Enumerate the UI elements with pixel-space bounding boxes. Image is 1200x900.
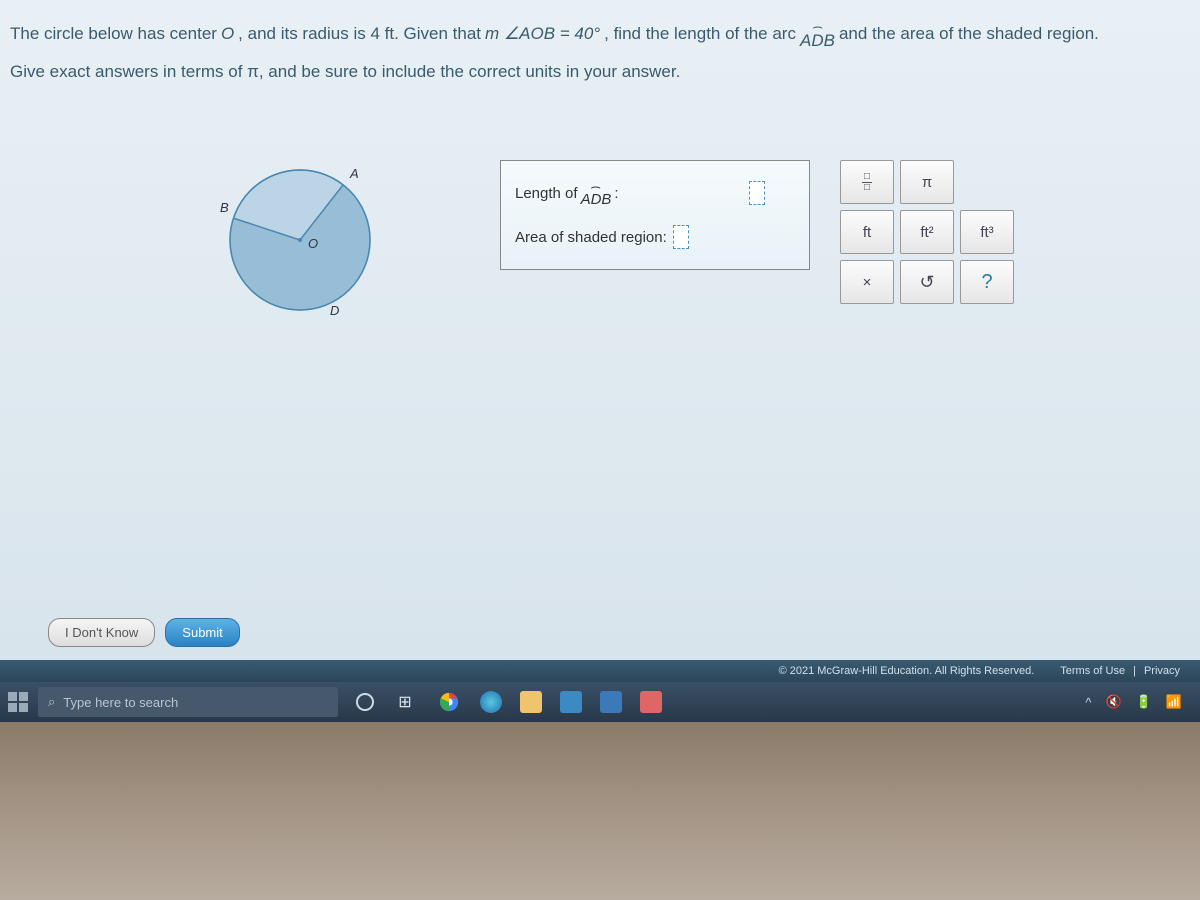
submit-button[interactable]: Submit — [165, 618, 239, 647]
arc-notation: ⌢ ADB — [800, 20, 835, 48]
area-row: Area of shaded region: — [515, 215, 795, 259]
help-button[interactable]: ? — [960, 260, 1014, 304]
tool-palette: □□ π ft ft² ft³ × ↺ ? — [840, 160, 1014, 304]
dont-know-button[interactable]: I Don't Know — [48, 618, 155, 647]
question-text: The circle below has center O , and its … — [0, 0, 1200, 95]
store-icon[interactable] — [560, 691, 582, 713]
problem-content: The circle below has center O , and its … — [0, 0, 1200, 660]
pi-button[interactable]: π — [900, 160, 954, 204]
length-row: Length of ⌢ ADB : — [515, 171, 795, 215]
center-dot — [298, 238, 302, 242]
q-prefix: The circle below has center — [10, 20, 217, 47]
tray-sound-icon[interactable]: 🔇 — [1105, 694, 1121, 710]
ft3-button[interactable]: ft³ — [960, 210, 1014, 254]
ft-button[interactable]: ft — [840, 210, 894, 254]
q-center: O — [221, 20, 234, 47]
question-line-1: The circle below has center O , and its … — [10, 20, 1190, 48]
length-arc-notation: ⌢ ADB — [581, 180, 612, 206]
area-label: Area of shaded region: — [515, 229, 667, 246]
windows-taskbar: ⌕ Type here to search ⊞ ^ 🔇 🔋 📶 — [0, 682, 1200, 722]
q-mid1: , and its radius is 4 ft. Given that — [238, 20, 481, 47]
arc-label: ADB — [800, 33, 835, 48]
fraction-button[interactable]: □□ — [840, 160, 894, 204]
privacy-link[interactable]: Privacy — [1144, 665, 1180, 677]
label-b: B — [220, 200, 229, 215]
q-mid2: , find the length of the arc — [604, 20, 796, 47]
start-button[interactable] — [8, 692, 28, 712]
search-icon: ⌕ — [48, 694, 55, 710]
length-suffix: : — [614, 185, 618, 202]
chrome-icon[interactable] — [436, 689, 462, 715]
footer-sep: | — [1133, 665, 1136, 677]
app-icon[interactable] — [640, 691, 662, 713]
search-placeholder: Type here to search — [63, 695, 178, 710]
label-a: A — [349, 166, 359, 181]
label-o: O — [308, 236, 318, 251]
taskview-icon[interactable]: ⊞ — [392, 689, 418, 715]
q-suffix: and the area of the shaded region. — [839, 20, 1099, 47]
question-line-2: Give exact answers in terms of π, and be… — [10, 58, 1190, 85]
q-angle: m ∠AOB = 40° — [485, 20, 600, 47]
explorer-icon[interactable] — [520, 691, 542, 713]
cortana-icon[interactable] — [356, 693, 374, 711]
copyright-text: © 2021 McGraw-Hill Education. All Rights… — [779, 665, 1035, 677]
tray-chevron-icon[interactable]: ^ — [1085, 695, 1091, 710]
terms-link[interactable]: Terms of Use — [1060, 665, 1125, 677]
pinned-apps: ⊞ — [356, 689, 662, 715]
tray-wifi-icon[interactable]: 📶 — [1166, 694, 1182, 710]
system-tray: ^ 🔇 🔋 📶 — [1085, 694, 1192, 710]
area-input[interactable] — [673, 225, 689, 249]
length-input[interactable] — [749, 181, 765, 205]
arc-symbol-2: ⌢ — [590, 180, 601, 193]
label-d: D — [330, 303, 339, 318]
mail-icon[interactable] — [600, 691, 622, 713]
taskbar-search[interactable]: ⌕ Type here to search — [38, 687, 338, 717]
tray-battery-icon[interactable]: 🔋 — [1136, 694, 1152, 710]
clear-button[interactable]: × — [840, 260, 894, 304]
length-prefix: Length of — [515, 185, 578, 202]
ft2-button[interactable]: ft² — [900, 210, 954, 254]
arc-symbol: ⌢ — [812, 20, 823, 33]
diagram-svg: A B O D — [200, 140, 400, 340]
desk-surface — [0, 722, 1200, 900]
footer-bar: © 2021 McGraw-Hill Education. All Rights… — [0, 660, 1200, 682]
circle-diagram: A B O D — [200, 140, 400, 340]
length-arc-label: ADB — [581, 193, 612, 207]
answer-panel: Length of ⌢ ADB : Area of shaded region: — [500, 160, 810, 270]
edge-icon[interactable] — [480, 691, 502, 713]
action-buttons: I Don't Know Submit — [48, 618, 240, 647]
reset-button[interactable]: ↺ — [900, 260, 954, 304]
